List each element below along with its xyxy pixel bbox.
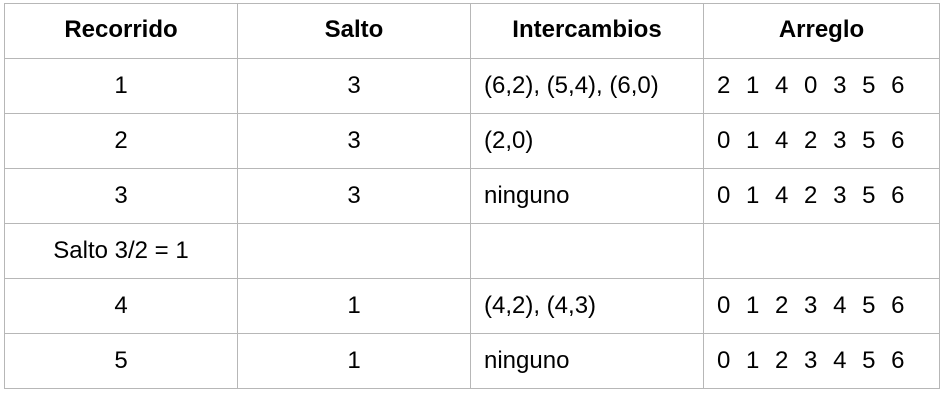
cell-salto: 3 [237,113,471,169]
cell-recorrido: 5 [4,333,238,389]
cell-arreglo: 0 1 4 2 3 5 6 [703,168,940,224]
cell-arreglo: 2 1 4 0 3 5 6 [703,58,940,114]
cell-arreglo [703,223,940,279]
shell-sort-table: Recorrido Salto Intercambios Arreglo 1 3… [4,3,940,389]
cell-arreglo: 0 1 2 3 4 5 6 [703,278,940,334]
header-row: Recorrido Salto Intercambios Arreglo [4,3,940,59]
table-row: 1 3 (6,2), (5,4), (6,0) 2 1 4 0 3 5 6 [4,58,940,114]
header-salto: Salto [237,3,471,59]
cell-recorrido: 2 [4,113,238,169]
header-recorrido: Recorrido [4,3,238,59]
header-arreglo: Arreglo [703,3,940,59]
cell-salto: 3 [237,58,471,114]
cell-salto: 1 [237,333,471,389]
table-row: 3 3 ninguno 0 1 4 2 3 5 6 [4,168,940,224]
cell-intercambios: ninguno [470,168,704,224]
cell-salto: 3 [237,168,471,224]
cell-arreglo: 0 1 4 2 3 5 6 [703,113,940,169]
cell-arreglo: 0 1 2 3 4 5 6 [703,333,940,389]
cell-recorrido: 4 [4,278,238,334]
cell-recorrido: Salto 3/2 = 1 [4,223,238,279]
table-row: 2 3 (2,0) 0 1 4 2 3 5 6 [4,113,940,169]
cell-intercambios: (4,2), (4,3) [470,278,704,334]
table-row: 4 1 (4,2), (4,3) 0 1 2 3 4 5 6 [4,278,940,334]
cell-intercambios: (6,2), (5,4), (6,0) [470,58,704,114]
header-intercambios: Intercambios [470,3,704,59]
cell-recorrido: 1 [4,58,238,114]
cell-salto [237,223,471,279]
cell-recorrido: 3 [4,168,238,224]
cell-intercambios: ninguno [470,333,704,389]
cell-intercambios: (2,0) [470,113,704,169]
cell-salto: 1 [237,278,471,334]
table-row: Salto 3/2 = 1 [4,223,940,279]
table-row: 5 1 ninguno 0 1 2 3 4 5 6 [4,333,940,389]
cell-intercambios [470,223,704,279]
